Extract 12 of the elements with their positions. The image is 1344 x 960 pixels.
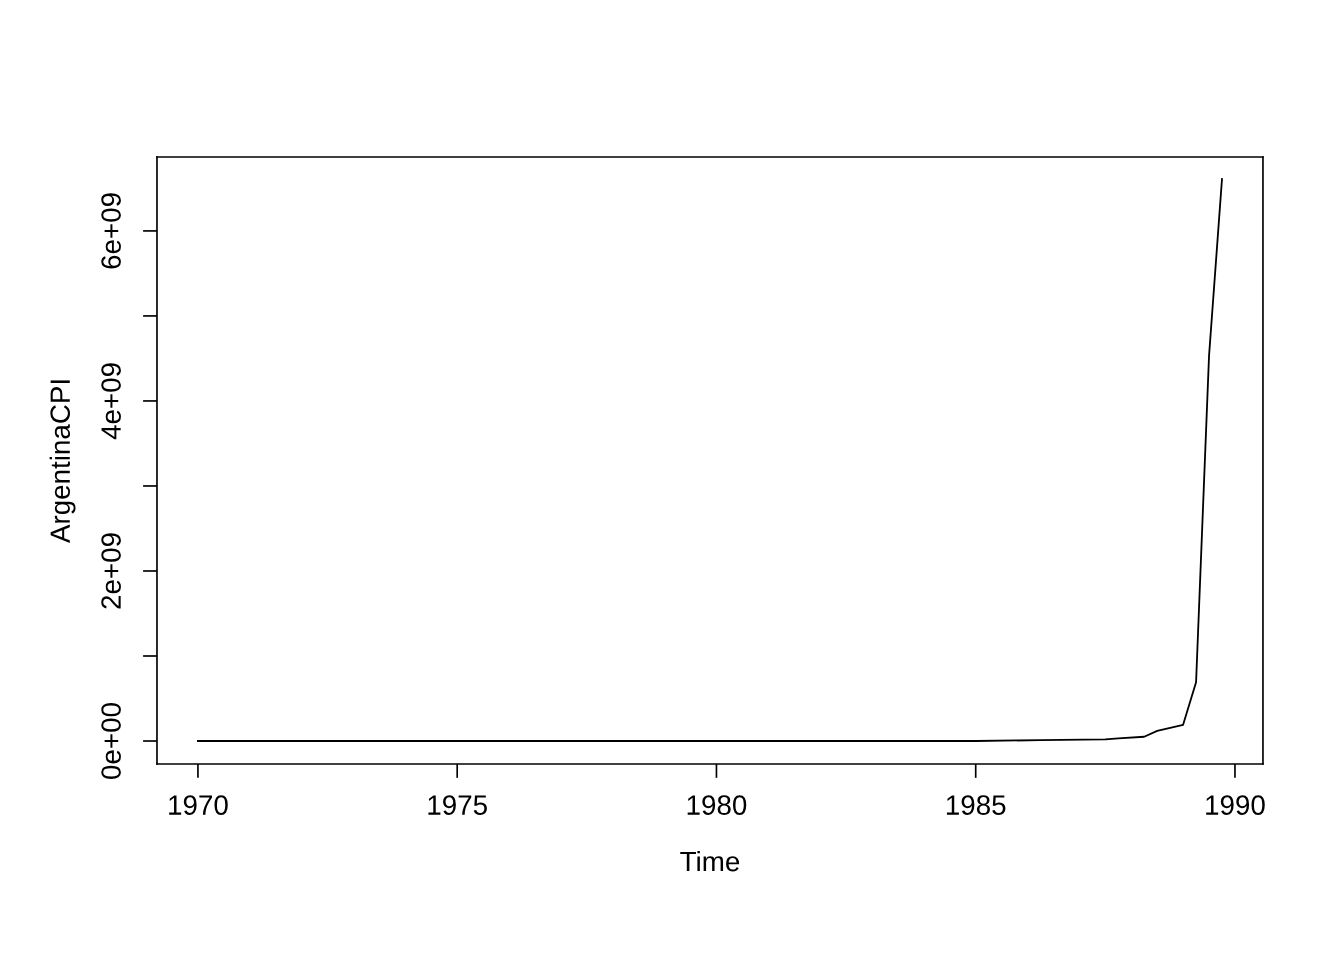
y-tick-label: 4e+09 — [101, 363, 121, 440]
y-tick-label: 6e+09 — [101, 193, 121, 269]
y-tick-label: 0e+00 — [101, 703, 121, 779]
x-tick-label: 1990 — [1206, 795, 1265, 815]
y-axis-title: ArgentinaCPI — [49, 380, 76, 544]
line-series — [197, 178, 1223, 742]
x-tick-label: 1985 — [946, 795, 1006, 815]
x-axis-title: Time — [680, 850, 740, 872]
x-tick-label: 1970 — [169, 795, 228, 815]
x-tick-label: 1980 — [687, 795, 747, 815]
y-tick-label: 2e+09 — [101, 533, 121, 609]
x-tick-label: 1975 — [428, 795, 487, 815]
